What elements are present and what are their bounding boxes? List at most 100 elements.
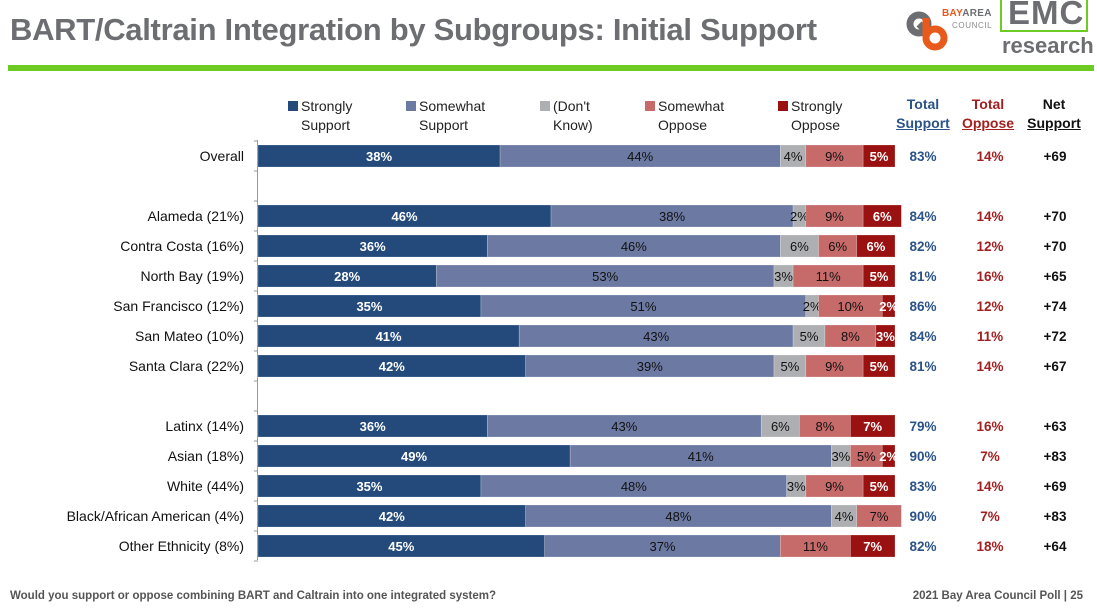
data-label-don-t-know: 3%: [774, 269, 793, 284]
legend-label-line1: Somewhat: [658, 98, 725, 114]
data-label-strongly-oppose: 5%: [870, 479, 889, 494]
data-label-strongly-support: 28%: [334, 269, 360, 284]
data-label-somewhat-support: 44%: [627, 149, 653, 164]
header-net-support: Net Support: [1024, 95, 1084, 133]
bar-segment-somewhat-support: [518, 324, 794, 348]
total-support-value: 79%: [909, 419, 936, 434]
legend-label-line2: Support: [419, 117, 469, 133]
data-label-somewhat-support: 53%: [592, 269, 618, 284]
logo-bay-text: BAY: [942, 8, 963, 19]
bar-segment-strongly-oppose: [850, 534, 896, 558]
total-oppose-value: 11%: [977, 329, 1003, 344]
total-oppose-value: 14%: [976, 479, 1003, 494]
legend-label-line1: Somewhat: [419, 98, 486, 114]
total-support-value: 90%: [909, 509, 936, 524]
header-total-oppose-line1: Total: [971, 96, 1005, 112]
bar-segment-strongly-oppose: [856, 234, 896, 258]
data-label-somewhat-support: 46%: [621, 239, 647, 254]
net-support-value: +64: [1044, 539, 1067, 554]
legend-label-line1: Strongly: [791, 98, 843, 114]
data-label-strongly-oppose: 5%: [870, 149, 889, 164]
net-support-value: +70: [1044, 209, 1067, 224]
row-label-contra-costa-16: Contra Costa (16%): [120, 238, 244, 254]
bar-segment-somewhat-oppose: [856, 504, 902, 528]
legend-strongly-support: Strongly Support: [288, 97, 352, 135]
legend-somewhat-oppose: Somewhat Oppose: [645, 97, 725, 135]
total-support-value: 82%: [909, 539, 936, 554]
total-oppose-value: 12%: [976, 299, 1003, 314]
data-label-somewhat-oppose: 11%: [816, 269, 841, 284]
legend-somewhat-support: Somewhat Support: [406, 97, 486, 135]
legend-label-line1: (Don't: [553, 98, 590, 114]
data-label-strongly-support: 42%: [379, 509, 405, 524]
data-label-don-t-know: 4%: [835, 509, 854, 524]
net-support-value: +83: [1044, 509, 1067, 524]
header-total-support: Total Support: [893, 95, 953, 133]
legend-label-line2: Oppose: [791, 117, 841, 133]
bay-area-council-wordmark: BAYAREA: [942, 8, 992, 19]
bay-area-council-logo-icon: [906, 11, 948, 51]
data-label-somewhat-support: 41%: [688, 449, 714, 464]
bar-segment-strongly-oppose: [862, 354, 896, 378]
footer-question: Would you support or oppose combining BA…: [10, 590, 496, 602]
emc-logo-text: EMC: [1008, 0, 1085, 31]
data-label-somewhat-oppose: 8%: [841, 329, 860, 344]
legend-label-line2: Support: [301, 117, 351, 133]
row-label-asian-18: Asian (18%): [168, 448, 244, 464]
row-label-san-francisco-12: San Francisco (12%): [113, 298, 244, 314]
row-label-latinx-14: Latinx (14%): [165, 418, 244, 434]
row-label-north-bay-19: North Bay (19%): [141, 268, 244, 284]
legend-swatch-strongly-oppose: [778, 101, 788, 111]
net-support-value: +74: [1044, 299, 1067, 314]
data-label-strongly-oppose: 7%: [863, 419, 882, 434]
bar-segment-don-t-know: [760, 414, 800, 438]
total-support-value: 83%: [909, 479, 936, 494]
net-support-value: +65: [1044, 269, 1067, 284]
total-oppose-value: 14%: [976, 209, 1003, 224]
data-label-somewhat-oppose: 9%: [825, 209, 844, 224]
total-support-value: 82%: [909, 239, 936, 254]
data-label-somewhat-oppose: 7%: [870, 509, 889, 524]
net-support-value: +69: [1044, 149, 1067, 164]
bar-segment-strongly-oppose: [881, 294, 896, 318]
data-label-somewhat-oppose: 9%: [825, 479, 844, 494]
total-oppose-value: 16%: [976, 419, 1003, 434]
legend-swatch-strongly-support: [288, 101, 298, 111]
title-divider: [8, 65, 1094, 71]
bar-segment-strongly-oppose: [862, 474, 896, 498]
legend-label-line2: Know): [553, 117, 593, 133]
total-oppose-value: 14%: [976, 359, 1003, 374]
row-label-alameda-21: Alameda (21%): [148, 208, 245, 224]
data-label-don-t-know: 2%: [803, 299, 822, 314]
data-label-strongly-support: 42%: [379, 359, 405, 374]
logo-council-text: COUNCIL: [952, 21, 993, 30]
bar-segment-somewhat-support: [487, 234, 781, 258]
header-total-support-line1: Total: [906, 96, 940, 112]
data-label-don-t-know: 3%: [787, 479, 806, 494]
data-label-somewhat-support: 38%: [659, 209, 685, 224]
data-label-strongly-oppose: 6%: [873, 209, 892, 224]
row-label-overall: Overall: [200, 148, 244, 164]
bar-segment-strongly-oppose: [881, 444, 896, 468]
data-label-don-t-know: 4%: [784, 149, 803, 164]
data-label-don-t-know: 6%: [790, 239, 809, 254]
data-label-somewhat-support: 51%: [630, 299, 656, 314]
data-label-strongly-support: 35%: [356, 299, 382, 314]
data-label-somewhat-support: 37%: [649, 539, 675, 554]
data-label-somewhat-support: 43%: [643, 329, 669, 344]
total-support-value: 81%: [909, 269, 936, 284]
header-net-support-line1: Net: [1042, 96, 1066, 112]
data-label-strongly-oppose: 2%: [879, 299, 898, 314]
data-label-somewhat-oppose: 9%: [825, 359, 844, 374]
footer-source: 2021 Bay Area Council Poll | 25: [912, 590, 1083, 602]
total-oppose-value: 16%: [976, 269, 1003, 284]
total-support-value: 90%: [909, 449, 936, 464]
bar-segment-don-t-know: [773, 264, 794, 288]
data-label-strongly-oppose: 2%: [879, 449, 898, 464]
data-label-strongly-support: 49%: [401, 449, 427, 464]
data-label-somewhat-oppose: 10%: [837, 299, 863, 314]
data-label-strongly-support: 46%: [391, 209, 417, 224]
legend-swatch-somewhat-oppose: [645, 101, 655, 111]
data-label-somewhat-oppose: 9%: [825, 149, 844, 164]
data-label-strongly-oppose: 7%: [863, 539, 882, 554]
